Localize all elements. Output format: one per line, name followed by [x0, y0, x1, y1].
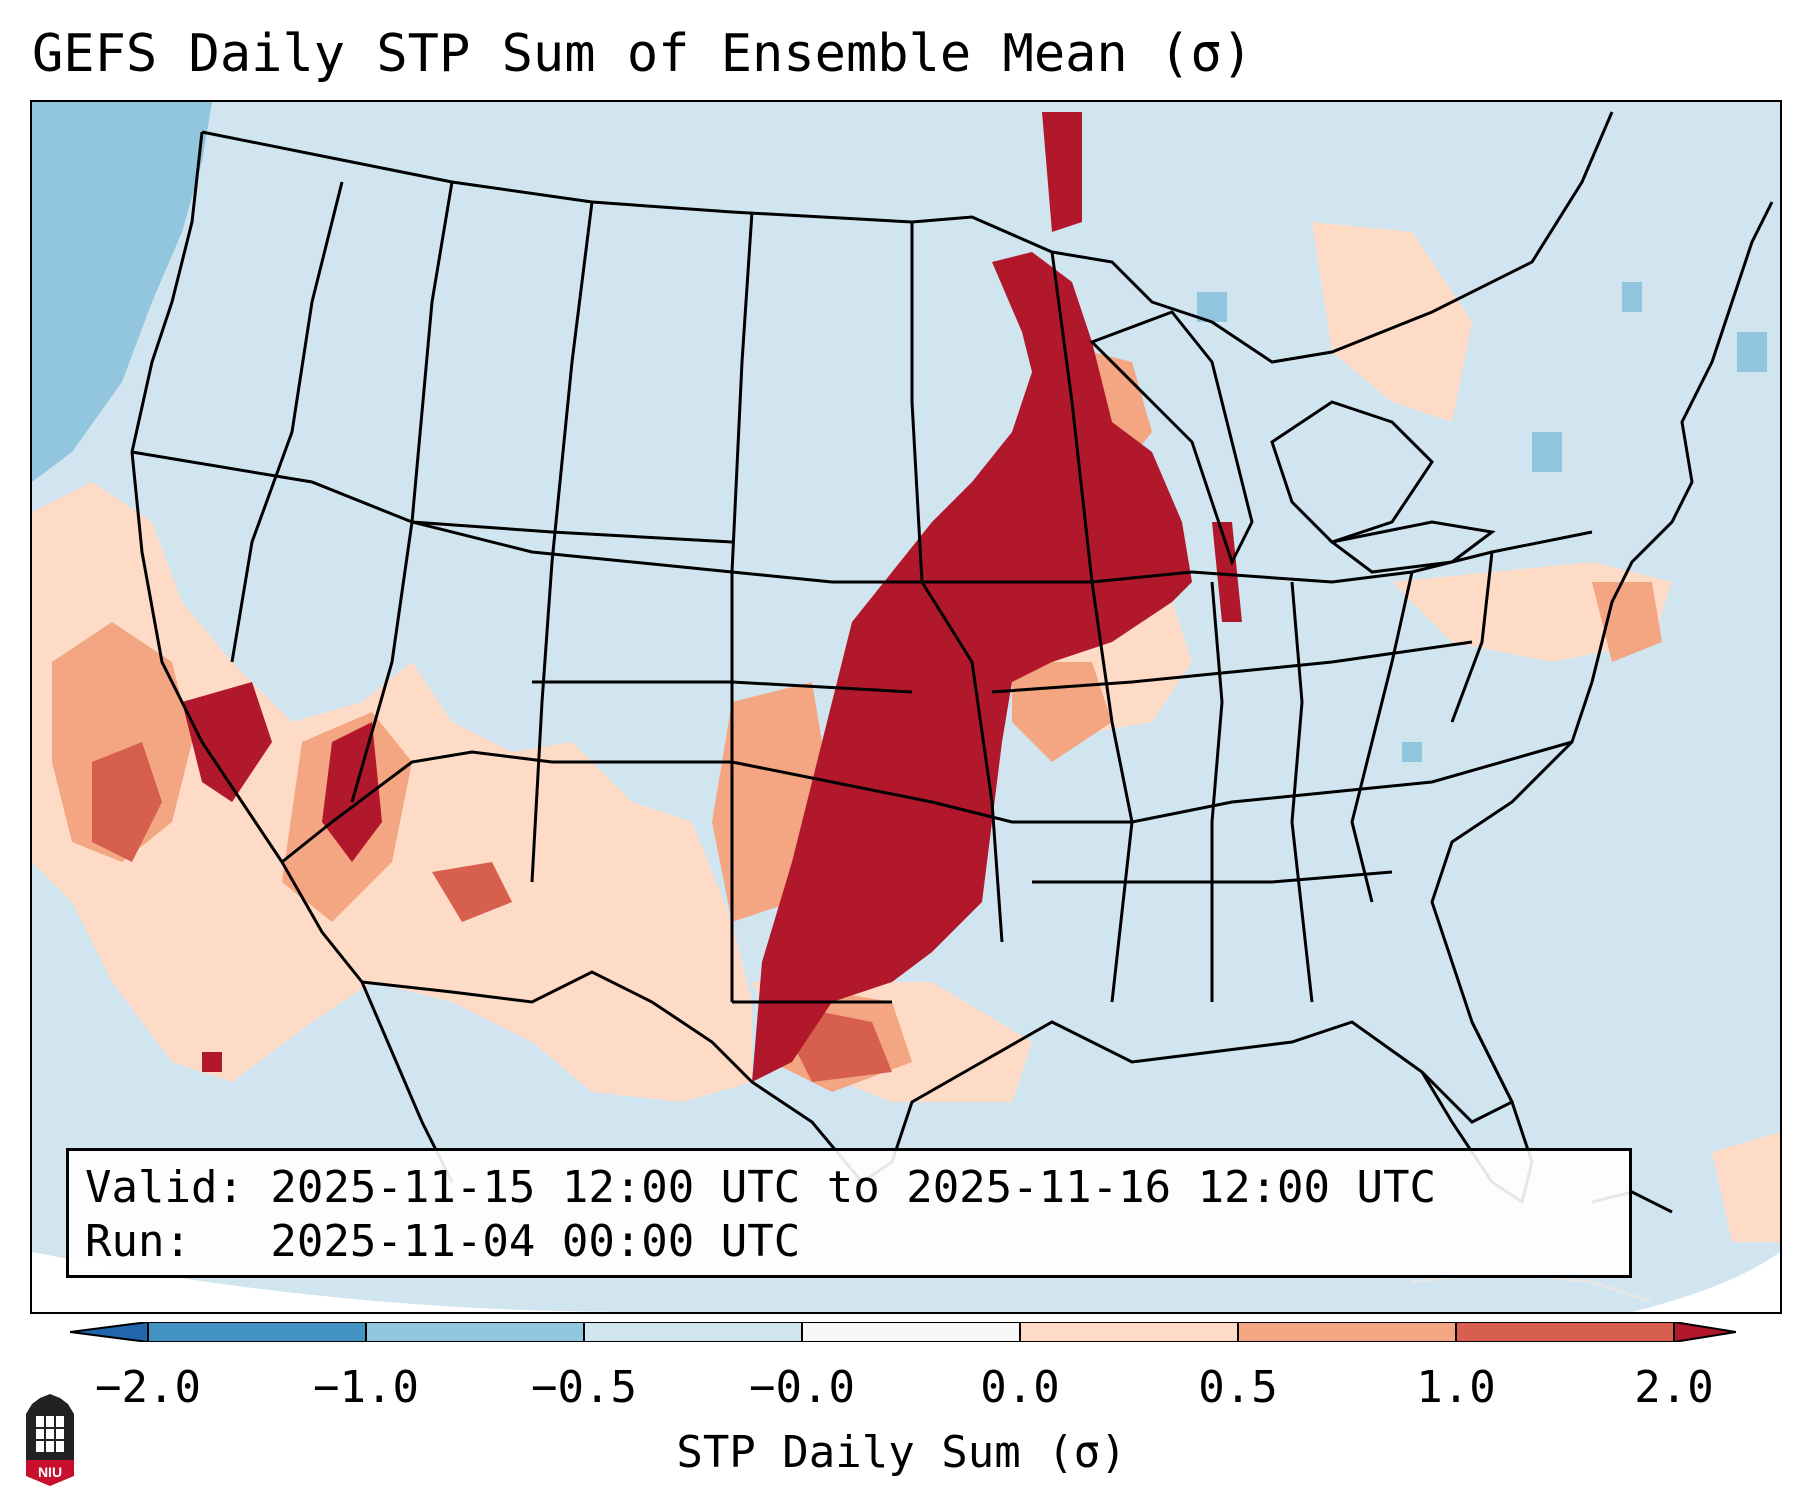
- colorbar-label: STP Daily Sum (σ): [676, 1427, 1127, 1478]
- colorbar: [70, 1322, 1736, 1342]
- boundaries: [130, 111, 1774, 1304]
- map-panel: [30, 100, 1782, 1314]
- colorbar-tick-label: −0.0: [749, 1362, 855, 1413]
- valid-time-box: Valid: 2025-11-15 12:00 UTC to 2025-11-1…: [66, 1148, 1632, 1278]
- colorbar-tick-label: −0.5: [531, 1362, 637, 1413]
- logo-text: NIU: [38, 1464, 62, 1480]
- colorbar-tick-label: −2.0: [95, 1362, 201, 1413]
- colorbar-bin-0-05: [1020, 1322, 1238, 1342]
- colorbar-bin-zero: [802, 1322, 1020, 1342]
- strong-positive-region: [92, 742, 892, 1082]
- colorbar-extend-high: [1674, 1322, 1736, 1342]
- colorbar-bin-1-2: [1456, 1322, 1674, 1342]
- colorbar-tick-label: 1.0: [1416, 1362, 1496, 1413]
- projection-edge-right: [1632, 1252, 1780, 1312]
- colorbar-extend-low: [70, 1322, 148, 1342]
- valid-line: Valid: 2025-11-15 12:00 UTC to 2025-11-1…: [85, 1162, 1437, 1213]
- chart-title: GEFS Daily STP Sum of Ensemble Mean (σ): [32, 24, 1253, 84]
- colorbar-tick-label: 2.0: [1634, 1362, 1714, 1413]
- niu-logo-icon: NIU: [26, 1394, 74, 1486]
- colorbar-tick-label: 0.0: [980, 1362, 1060, 1413]
- colorbar-tick-label: 0.5: [1198, 1362, 1278, 1413]
- run-line: Run: 2025-11-04 00:00 UTC: [85, 1216, 801, 1267]
- negative-anomaly-region: [32, 102, 212, 482]
- colorbar-bin-neg2-neg1: [148, 1322, 366, 1342]
- colorbar-bin-neg1-neg05: [366, 1322, 584, 1342]
- negative-anomaly-region-pixels: [1197, 282, 1767, 762]
- projection-edge-left: [32, 1252, 632, 1312]
- colorbar-bin-05-1: [1238, 1322, 1456, 1342]
- colorbar-tick-label: −1.0: [313, 1362, 419, 1413]
- colorbar-bin-neg05-0: [584, 1322, 802, 1342]
- map-canvas: [32, 102, 1780, 1312]
